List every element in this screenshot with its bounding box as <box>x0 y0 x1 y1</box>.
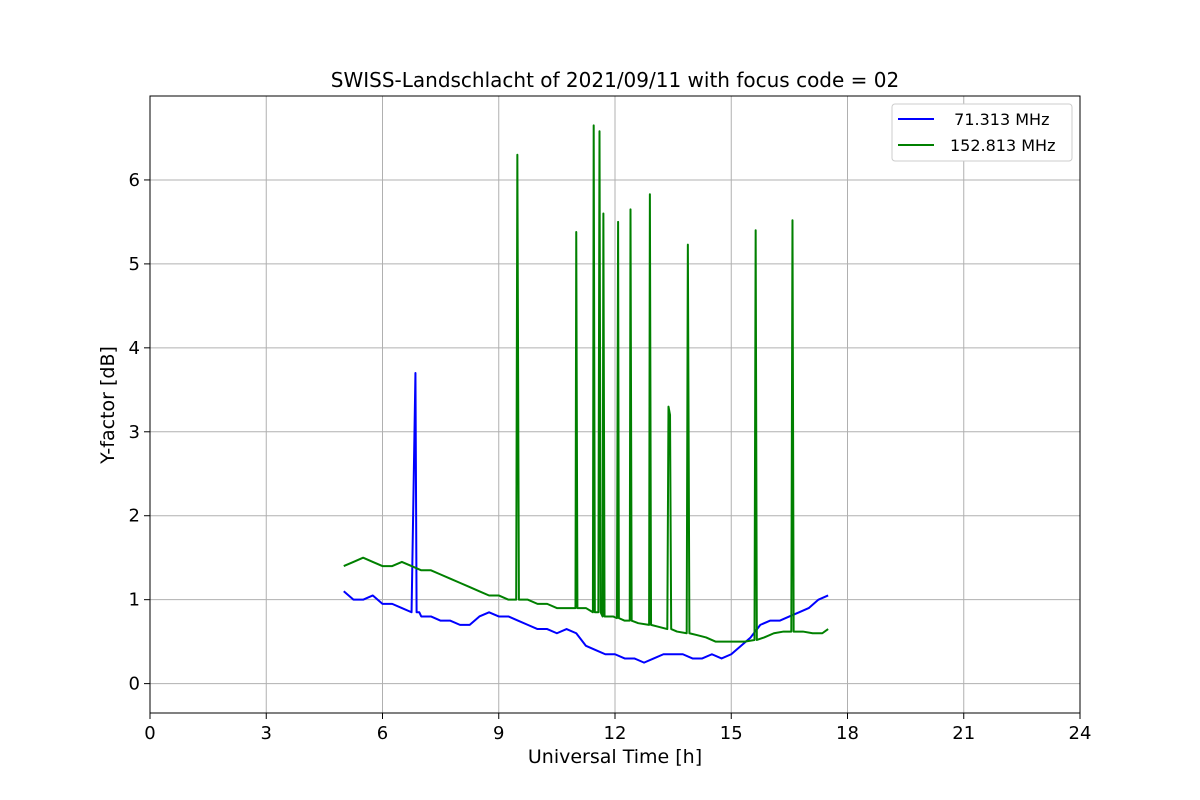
x-tick-label: 0 <box>144 723 155 744</box>
y-tick-label: 3 <box>129 422 140 443</box>
x-tick-label: 12 <box>604 723 627 744</box>
x-tick-label: 9 <box>493 723 504 744</box>
legend: 71.313 MHz 152.813 MHz <box>891 103 1073 162</box>
y-tick-label: 5 <box>129 254 140 275</box>
y-tick-label: 4 <box>129 338 140 359</box>
y-tick-label: 1 <box>129 590 140 611</box>
x-tick-label: 18 <box>836 723 859 744</box>
y-tick-label: 2 <box>129 506 140 527</box>
legend-box <box>891 103 1073 162</box>
x-axis-label: Universal Time [h] <box>528 746 702 768</box>
legend-label-152mhz: 152.813 MHz <box>950 136 1055 155</box>
chart-title: SWISS-Landschlacht of 2021/09/11 with fo… <box>331 68 899 92</box>
legend-label-71mhz: 71.313 MHz <box>944 110 1049 129</box>
y-tick-label: 0 <box>129 674 140 695</box>
x-tick-label: 6 <box>377 723 388 744</box>
y-axis-label: Y-factor [dB] <box>97 346 119 465</box>
x-tick-label: 24 <box>1069 723 1092 744</box>
y-tick-label: 6 <box>129 170 140 191</box>
series-line-152mhz <box>343 124 829 643</box>
x-tick-label: 21 <box>952 723 975 744</box>
x-tick-label: 15 <box>720 723 743 744</box>
x-tick-label: 3 <box>261 723 272 744</box>
series-layer <box>343 124 829 664</box>
series-line-71mhz <box>343 372 829 664</box>
